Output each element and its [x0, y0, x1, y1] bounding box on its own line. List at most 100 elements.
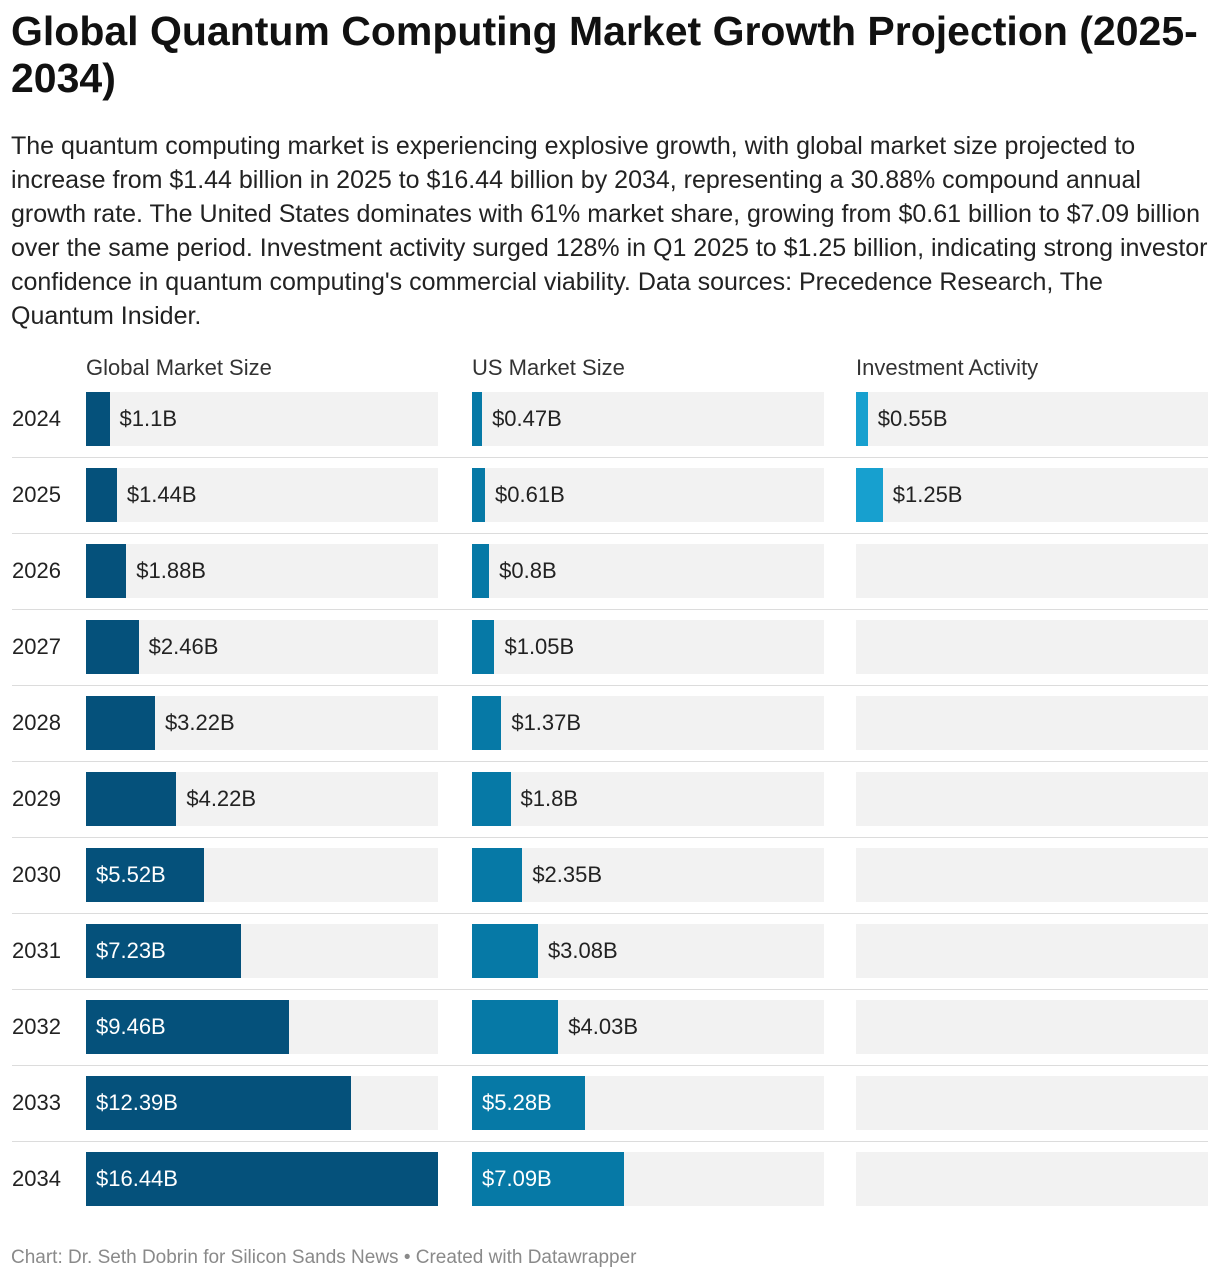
value-label: $3.08B [547, 938, 618, 963]
bar-1-2027 [86, 620, 139, 674]
bar-track: $1.25B [856, 468, 1208, 522]
bar-1-2024 [86, 392, 110, 446]
column-header-1: Global Market Size [86, 355, 272, 380]
value-label: $1.25B [892, 482, 963, 507]
value-label: $1.88B [136, 558, 206, 583]
column-header-3: Investment Activity [856, 355, 1039, 380]
bar-track: $1.37B [472, 696, 824, 750]
bar-2-2026 [472, 544, 490, 598]
value-label: $1.1B [119, 406, 178, 431]
value-label: $1.05B [504, 634, 575, 659]
bar-2-2034 [472, 1152, 624, 1206]
bar-1-2026 [86, 544, 127, 598]
bar-2-2029 [472, 772, 511, 826]
value-label: $0.47B [492, 406, 562, 431]
bar-track: $1.8B [472, 772, 824, 826]
row-label-2025: 2025 [12, 482, 61, 507]
row-separator [12, 457, 1208, 458]
value-label: $1.44B [126, 482, 197, 507]
bar-track: $7.09B [472, 1152, 824, 1206]
row-label-2034: 2034 [12, 1166, 61, 1191]
value-label: $5.52B [96, 862, 166, 887]
bar-track [856, 544, 1208, 598]
row-separator [12, 609, 1208, 610]
bar-1-2031 [86, 924, 241, 978]
bar-track: $4.03B [472, 1000, 824, 1054]
value-label: $0.8B [499, 558, 557, 583]
bar-track: $1.44B [86, 468, 438, 522]
bar-track: $1.88B [86, 544, 438, 598]
bar-track: $7.23B [86, 924, 438, 978]
bar-track [856, 1152, 1208, 1206]
bar-2-2033 [472, 1076, 586, 1130]
value-label: $4.03B [568, 1014, 639, 1039]
value-label: $1.8B [520, 786, 579, 811]
bar-track [856, 1000, 1208, 1054]
bar-2-2028 [472, 696, 502, 750]
row-label-2026: 2026 [12, 558, 61, 583]
row-separator [12, 913, 1208, 914]
row-separator [12, 837, 1208, 838]
row-separator [12, 1065, 1208, 1066]
bar-track [856, 1076, 1208, 1130]
bar-2-2025 [472, 468, 486, 522]
value-label: $12.39B [96, 1090, 178, 1115]
bar-3-2025 [856, 468, 883, 522]
row-label-2030: 2030 [12, 862, 61, 887]
row-label-2033: 2033 [12, 1090, 61, 1115]
bar-track: $1.05B [472, 620, 824, 674]
row-label-2028: 2028 [12, 710, 61, 735]
row-separator [12, 1141, 1208, 1142]
value-label: $2.46B [148, 634, 219, 659]
bar-track: $5.52B [86, 848, 438, 902]
row-label-2031: 2031 [12, 938, 61, 963]
bar-track [856, 848, 1208, 902]
value-label: $1.37B [511, 710, 582, 735]
bar-2-2024 [472, 392, 483, 446]
bar-2-2031 [472, 924, 538, 978]
row-label-2032: 2032 [12, 1014, 61, 1039]
row-separator [12, 533, 1208, 534]
bar-2-2030 [472, 848, 523, 902]
value-label: $3.22B [164, 710, 235, 735]
bar-track: $0.8B [472, 544, 824, 598]
bar-track [856, 772, 1208, 826]
bar-track: $3.22B [86, 696, 438, 750]
row-separator [12, 989, 1208, 990]
row-separator [12, 685, 1208, 686]
bar-track: $0.61B [472, 468, 824, 522]
value-label: $9.46B [96, 1014, 166, 1039]
bar-track: $12.39B [86, 1076, 438, 1130]
bar-track [856, 924, 1208, 978]
value-label: $0.55B [877, 406, 948, 431]
value-label: $4.22B [186, 786, 257, 811]
value-label: $7.23B [96, 938, 166, 963]
bar-1-2029 [86, 772, 177, 826]
column-header-2: US Market Size [472, 355, 625, 380]
bar-track: $0.55B [856, 392, 1208, 446]
value-label: $7.09B [482, 1166, 552, 1191]
row-label-2024: 2024 [12, 406, 61, 431]
bar-1-2033 [86, 1076, 352, 1130]
bar-1-2030 [86, 848, 205, 902]
row-label-2029: 2029 [12, 786, 61, 811]
bar-track: $4.22B [86, 772, 438, 826]
bar-track: $5.28B [472, 1076, 824, 1130]
bar-track: $0.47B [472, 392, 824, 446]
bar-2-2032 [472, 1000, 559, 1054]
bar-track: $1.1B [86, 392, 438, 446]
bar-1-2028 [86, 696, 155, 750]
value-label: $16.44B [96, 1166, 178, 1191]
bar-track [856, 696, 1208, 750]
chart-description: The quantum computing market is experien… [11, 132, 1208, 330]
row-separator [12, 761, 1208, 762]
value-label: $0.61B [495, 482, 565, 507]
bar-3-2024 [856, 392, 868, 446]
chart-title: Global Quantum Computing Market Growth P… [11, 8, 1198, 101]
bar-track: $16.44B [86, 1152, 438, 1206]
bar-track: $3.08B [472, 924, 824, 978]
bar-track: $2.35B [472, 848, 824, 902]
bar-2-2027 [472, 620, 495, 674]
chart-footer: Chart: Dr. Seth Dobrin for Silicon Sands… [11, 1247, 637, 1268]
value-label: $2.35B [532, 862, 603, 887]
